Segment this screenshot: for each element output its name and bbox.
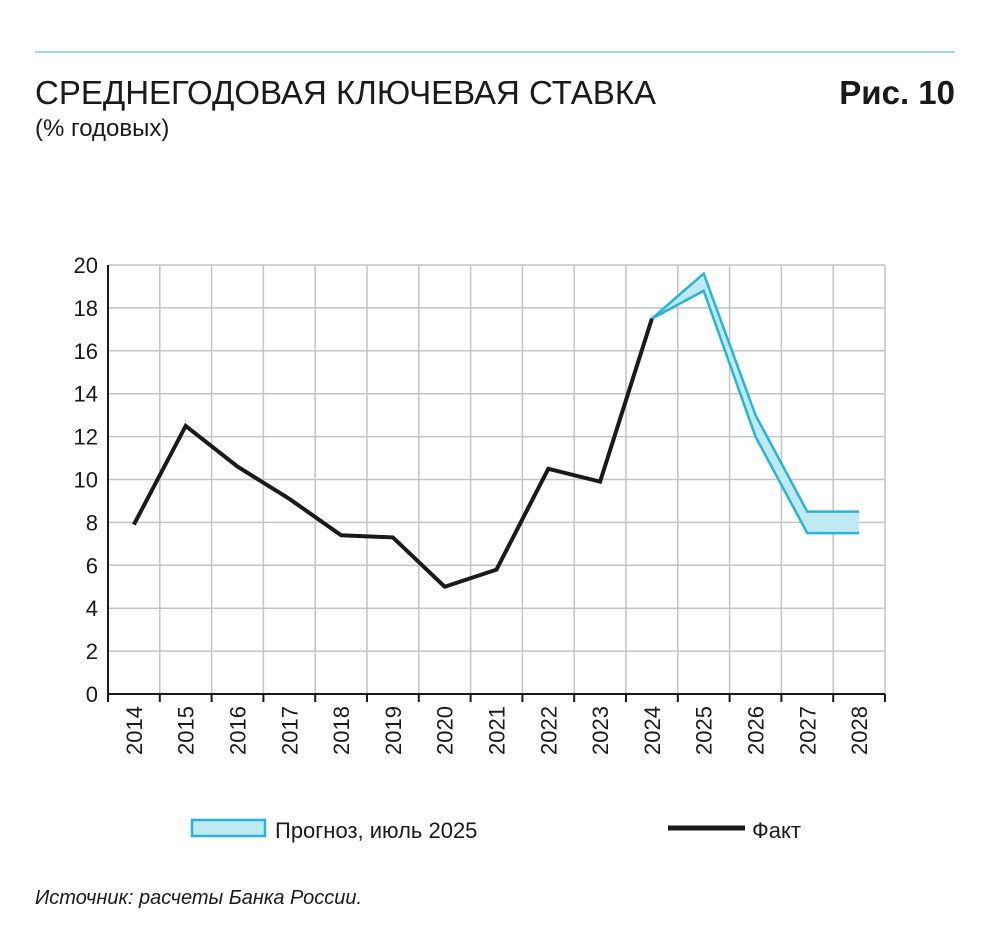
x-tick-label: 2026 — [744, 706, 769, 755]
x-tick-label: 2021 — [485, 706, 510, 755]
x-tick-label: 2015 — [174, 706, 199, 755]
forecast-band — [651, 273, 860, 534]
x-tick-label: 2016 — [226, 706, 251, 755]
x-tick-label: 2027 — [795, 706, 820, 755]
x-tick-label: 2028 — [847, 706, 872, 755]
chart-title: СРЕДНЕГОДОВАЯ КЛЮЧЕВАЯ СТАВКА — [35, 74, 656, 111]
fact-line — [132, 318, 654, 590]
figure-label: Рис. 10 — [839, 74, 955, 111]
x-tick-label: 2019 — [381, 706, 406, 755]
x-tick-label: 2024 — [640, 706, 665, 755]
y-tick-label: 18 — [74, 296, 98, 321]
x-tick-label: 2023 — [588, 706, 613, 755]
forecast-upper — [651, 271, 860, 513]
y-tick-label: 14 — [74, 382, 98, 407]
source-note: Источник: расчеты Банка России. — [35, 887, 362, 909]
x-tick-label: 2020 — [433, 706, 458, 755]
x-tick-label: 2018 — [329, 706, 354, 755]
legend-swatch — [190, 818, 267, 838]
chart-subtitle: (% годовых) — [35, 115, 169, 142]
legend-label: Факт — [752, 818, 801, 843]
x-tick-label: 2022 — [536, 706, 561, 755]
forecast-lower — [651, 288, 860, 535]
x-tick-label: 2014 — [122, 706, 147, 755]
x-tick-label: 2025 — [692, 706, 717, 755]
legend-label: Прогноз, июль 2025 — [275, 818, 477, 843]
y-tick-label: 4 — [86, 596, 98, 621]
y-tick-label: 2 — [86, 639, 98, 664]
x-tick-label: 2017 — [277, 706, 302, 755]
y-tick-label: 12 — [74, 425, 98, 450]
y-tick-label: 6 — [86, 553, 98, 578]
y-tick-label: 8 — [86, 510, 98, 535]
y-tick-label: 16 — [74, 339, 98, 364]
y-tick-label: 20 — [74, 253, 98, 278]
y-tick-label: 0 — [86, 682, 98, 707]
y-tick-label: 10 — [74, 468, 98, 493]
